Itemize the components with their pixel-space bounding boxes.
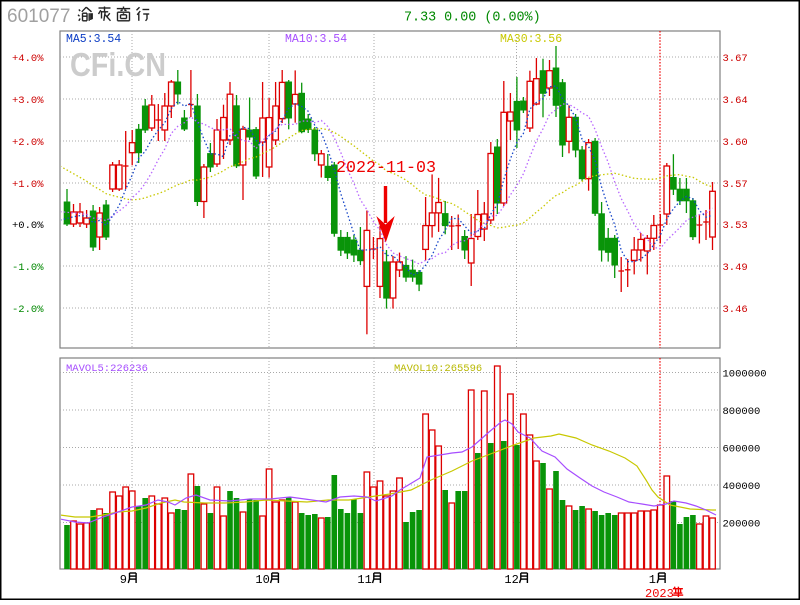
- svg-text:12: 12: [504, 573, 518, 587]
- svg-text:CFi.CN: CFi.CN: [70, 46, 166, 83]
- svg-text:9: 9: [120, 573, 127, 587]
- svg-text:MA5:3.54: MA5:3.54: [66, 33, 121, 46]
- svg-text:3.64: 3.64: [723, 95, 748, 107]
- svg-text:800000: 800000: [723, 406, 761, 418]
- svg-text:+3.0%: +3.0%: [12, 95, 44, 107]
- svg-text:2023: 2023: [645, 587, 674, 600]
- svg-text:MAVOL5:226236: MAVOL5:226236: [66, 363, 148, 375]
- svg-text:3.49: 3.49: [723, 262, 748, 274]
- svg-text:1000000: 1000000: [723, 369, 767, 381]
- svg-text:-1.0%: -1.0%: [12, 262, 44, 274]
- svg-text:3.53: 3.53: [723, 220, 748, 232]
- svg-text:-2.0%: -2.0%: [12, 304, 44, 316]
- svg-text:3.57: 3.57: [723, 179, 748, 191]
- svg-text:MA30:3.56: MA30:3.56: [500, 33, 562, 46]
- svg-text:400000: 400000: [723, 481, 761, 493]
- svg-text:11: 11: [357, 573, 371, 587]
- svg-text:+2.0%: +2.0%: [12, 137, 44, 149]
- svg-text:10: 10: [255, 573, 269, 587]
- svg-text:601077: 601077: [7, 6, 70, 27]
- svg-text:200000: 200000: [723, 519, 761, 531]
- svg-text:+1.0%: +1.0%: [12, 179, 44, 191]
- svg-text:600000: 600000: [723, 444, 761, 456]
- svg-text:1: 1: [649, 573, 656, 587]
- svg-text:+4.0%: +4.0%: [12, 53, 44, 65]
- svg-text:+0.0%: +0.0%: [12, 220, 44, 232]
- svg-text:3.67: 3.67: [723, 53, 748, 65]
- svg-text:MAVOL10:265596: MAVOL10:265596: [394, 363, 482, 375]
- svg-text:7.33 0.00 (0.00%): 7.33 0.00 (0.00%): [404, 11, 541, 26]
- svg-text:3.46: 3.46: [723, 304, 748, 316]
- svg-text:3.60: 3.60: [723, 137, 748, 149]
- svg-text:MA10:3.54: MA10:3.54: [285, 33, 347, 46]
- svg-text:2022-11-03: 2022-11-03: [336, 158, 436, 177]
